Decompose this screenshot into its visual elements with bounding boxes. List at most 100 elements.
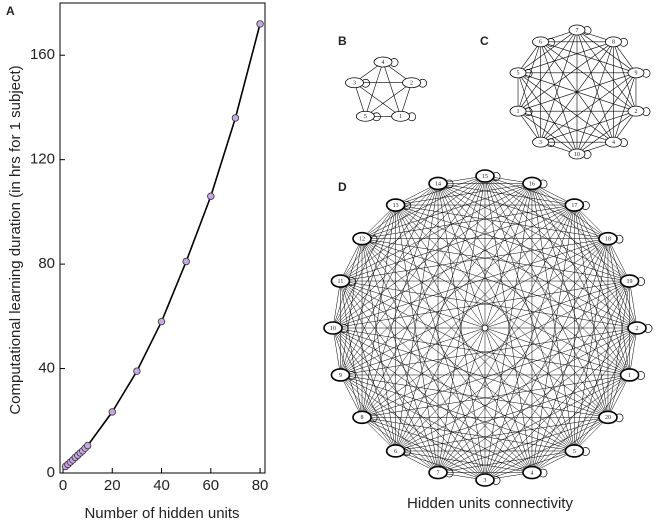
edge xyxy=(437,183,609,239)
edge xyxy=(340,204,396,376)
node-label: 11 xyxy=(338,279,344,285)
edge xyxy=(517,29,578,112)
node-label: 13 xyxy=(393,203,399,209)
self-loop xyxy=(373,112,381,122)
self-loop xyxy=(492,172,501,181)
node-label: 8 xyxy=(612,40,615,46)
edge xyxy=(340,280,363,418)
node-label: 18 xyxy=(605,237,611,243)
edge xyxy=(531,183,575,452)
edge xyxy=(395,204,630,282)
edge xyxy=(340,280,396,452)
self-loop xyxy=(369,234,378,244)
self-loop xyxy=(524,107,533,116)
edge xyxy=(361,280,630,418)
edge xyxy=(484,417,609,481)
self-loop xyxy=(615,413,624,423)
edge xyxy=(574,204,638,329)
self-loop xyxy=(547,138,556,147)
edge xyxy=(332,175,486,329)
data-point xyxy=(83,441,92,450)
panel-letter: A xyxy=(6,4,15,18)
edge xyxy=(332,280,341,329)
y-tick-label: 40 xyxy=(38,360,55,377)
caption: Hidden units connectivity xyxy=(407,495,573,512)
node-label: 8 xyxy=(361,415,364,421)
node-label: 15 xyxy=(482,174,488,180)
y-axis-title: Computational learning duration (in hrs … xyxy=(7,65,24,414)
edge xyxy=(361,204,575,239)
self-loop xyxy=(492,476,501,485)
edge xyxy=(400,82,412,117)
self-loop xyxy=(539,468,548,478)
edge xyxy=(395,183,439,452)
edge xyxy=(531,183,630,282)
node-label: 5 xyxy=(573,449,576,455)
edge xyxy=(437,183,630,282)
node xyxy=(598,231,618,246)
self-loop xyxy=(403,201,412,210)
edge xyxy=(574,417,609,452)
node-label: 3 xyxy=(353,81,356,87)
node xyxy=(619,368,640,382)
node-label: 4 xyxy=(530,470,533,476)
node-label: 5 xyxy=(364,114,367,120)
x-tick-label: 0 xyxy=(59,477,67,494)
edge xyxy=(540,110,637,143)
edge xyxy=(361,238,439,473)
edge xyxy=(340,183,533,376)
edge xyxy=(437,183,486,481)
edge xyxy=(340,374,575,452)
edge xyxy=(332,327,575,452)
edge xyxy=(395,204,439,473)
edge xyxy=(517,41,614,74)
node-label: 2 xyxy=(410,81,413,87)
edge xyxy=(395,204,533,473)
edge xyxy=(517,41,541,112)
x-tick-label: 40 xyxy=(153,477,170,494)
edge xyxy=(540,41,637,112)
edge xyxy=(332,327,609,418)
edge xyxy=(361,204,575,418)
edge xyxy=(437,280,630,473)
edge xyxy=(340,183,439,376)
series-line xyxy=(64,23,261,468)
edge xyxy=(332,327,486,481)
node-label: 6 xyxy=(394,449,397,455)
node xyxy=(373,56,393,68)
node-label: 10 xyxy=(330,326,336,332)
node xyxy=(355,110,375,122)
edge xyxy=(332,204,396,329)
edge xyxy=(437,183,575,452)
edge xyxy=(340,238,609,376)
edge xyxy=(395,450,486,481)
edge xyxy=(361,238,533,473)
node-label: 20 xyxy=(605,415,611,421)
self-loop xyxy=(445,179,454,189)
node xyxy=(568,148,586,160)
node xyxy=(323,321,343,335)
node-label: 17 xyxy=(571,203,577,209)
self-loop xyxy=(445,468,454,478)
edge xyxy=(340,280,533,473)
node xyxy=(605,36,622,48)
self-loop xyxy=(620,38,628,47)
edge xyxy=(517,72,614,143)
node-label: 9 xyxy=(634,71,637,77)
node xyxy=(532,36,549,48)
node xyxy=(391,110,411,122)
x-tick-label: 20 xyxy=(104,477,121,494)
y-tick-label: 160 xyxy=(30,46,55,63)
edge xyxy=(365,61,384,117)
edge xyxy=(576,72,637,155)
data-point xyxy=(256,20,264,28)
edge xyxy=(395,238,609,452)
edge xyxy=(361,175,486,418)
node-label: 16 xyxy=(529,181,535,187)
node-label: 3 xyxy=(484,478,487,484)
self-loop xyxy=(637,371,646,380)
self-loop xyxy=(642,107,651,116)
node-label: 3 xyxy=(539,140,542,146)
node xyxy=(345,77,364,89)
data-point xyxy=(231,114,240,122)
